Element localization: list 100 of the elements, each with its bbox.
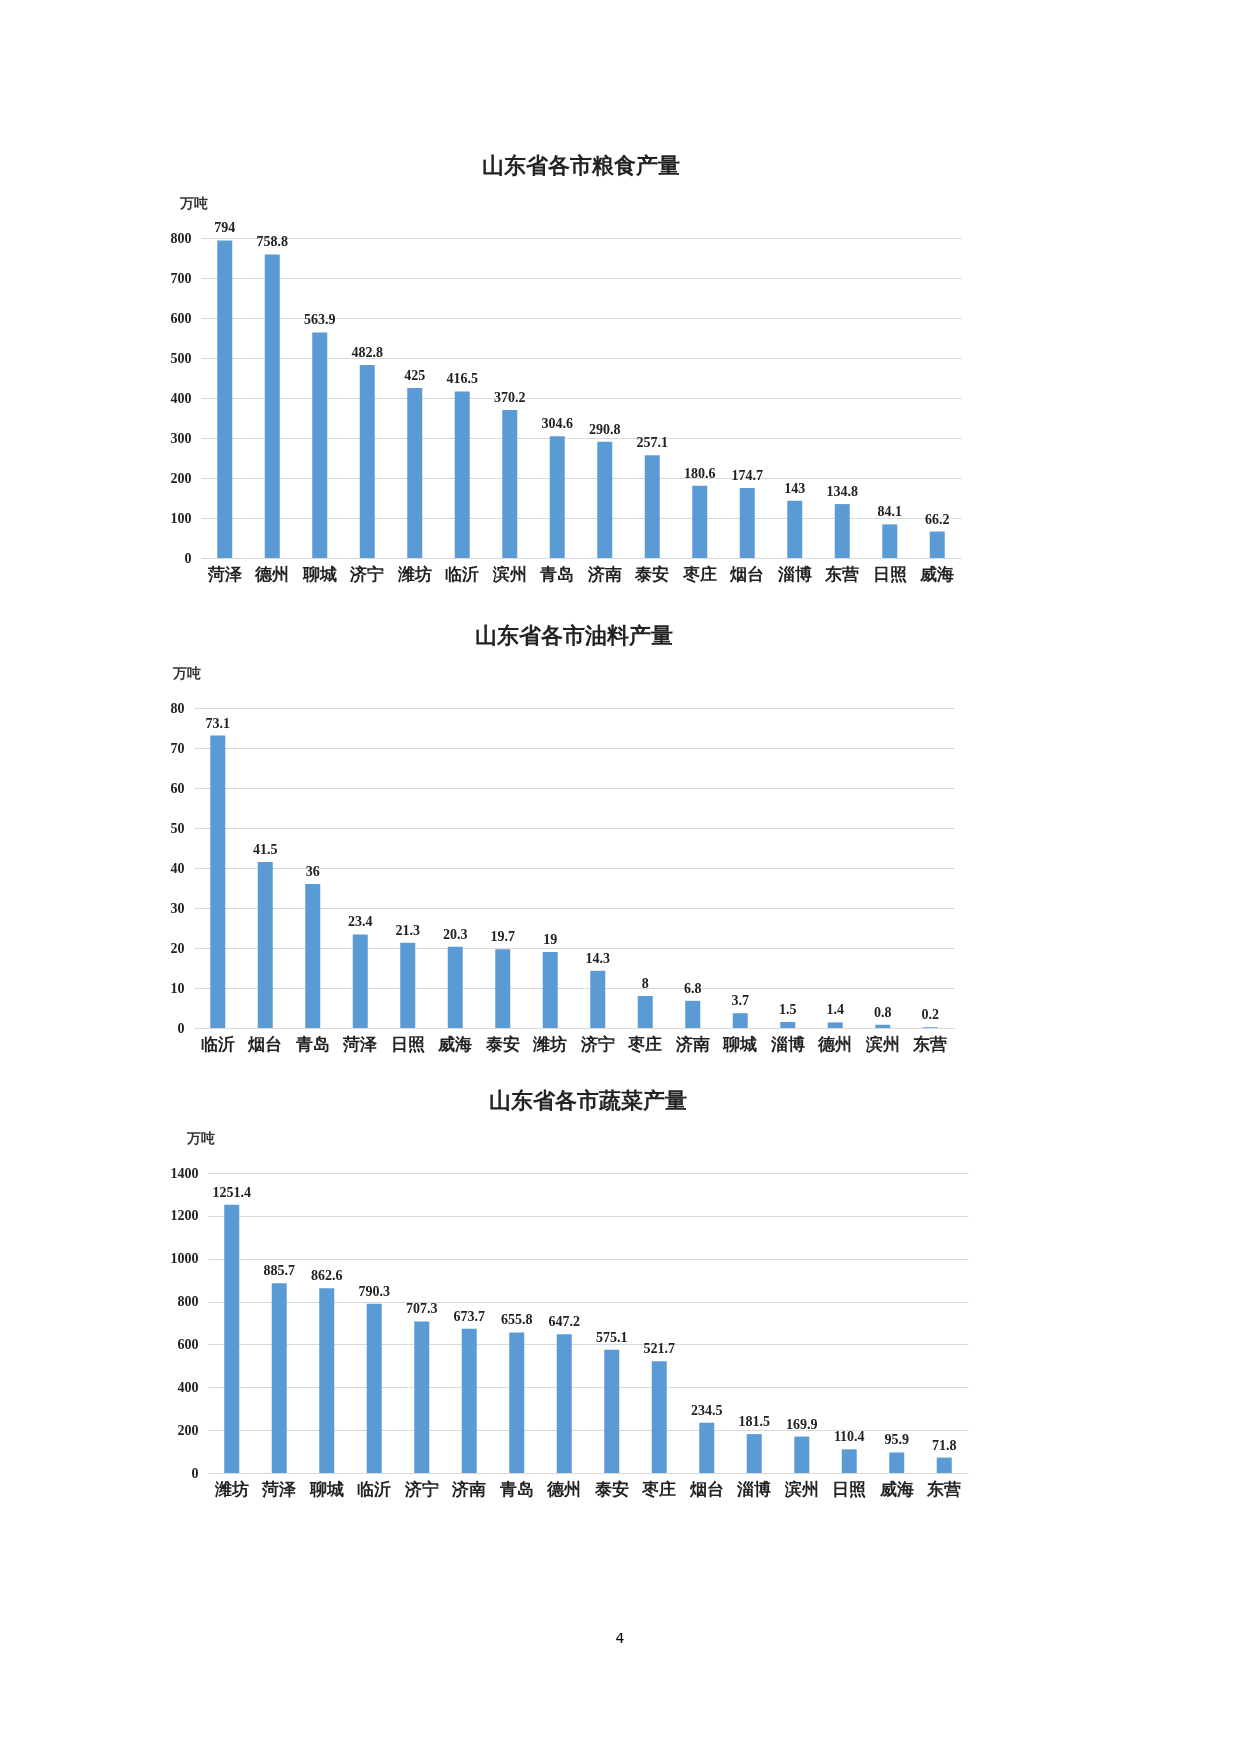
- y-tick-label: 1400: [170, 1165, 199, 1181]
- data-label: 169.9: [786, 1416, 818, 1432]
- y-tick-label: 1000: [170, 1251, 199, 1267]
- x-tick-label: 临沂: [357, 1479, 392, 1499]
- bar: [352, 934, 368, 1028]
- data-label: 885.7: [263, 1263, 295, 1279]
- x-tick-label: 烟台: [729, 564, 765, 584]
- data-label: 71.8: [932, 1437, 957, 1453]
- bar: [875, 1024, 891, 1028]
- bar: [319, 1288, 335, 1473]
- bar: [590, 970, 606, 1028]
- x-tick-label: 潍坊: [532, 1034, 568, 1054]
- bar: [400, 942, 416, 1028]
- data-label: 647.2: [548, 1314, 580, 1330]
- x-tick-label: 菏泽: [206, 564, 243, 584]
- data-label: 110.4: [833, 1429, 865, 1445]
- x-tick-label: 枣庄: [681, 564, 717, 584]
- y-tick-label: 50: [170, 820, 185, 836]
- data-label: 41.5: [253, 842, 278, 857]
- x-tick-label: 烟台: [247, 1034, 283, 1054]
- data-label: 19.7: [490, 929, 515, 945]
- bar: [210, 735, 226, 1028]
- data-label: 563.9: [304, 312, 336, 328]
- y-tick-label: 800: [177, 1294, 199, 1310]
- bar: [502, 409, 518, 558]
- x-tick-label: 东营: [824, 564, 860, 584]
- y-tick-label: 30: [170, 900, 185, 916]
- x-tick-label: 日照: [390, 1034, 425, 1054]
- x-tick-label: 临沂: [445, 564, 480, 584]
- bar: [257, 862, 273, 1028]
- y-tick-label: 200: [177, 1422, 199, 1438]
- y-tick-label: 400: [170, 390, 192, 406]
- x-tick-label: 临沂: [200, 1034, 235, 1054]
- bar: [651, 1361, 667, 1473]
- y-tick-label: 40: [170, 860, 185, 876]
- y-axis-title: 万吨: [185, 1130, 215, 1146]
- x-tick-label: 菏泽: [342, 1034, 379, 1054]
- data-label: 257.1: [636, 435, 668, 451]
- data-label: 1.5: [779, 1002, 797, 1017]
- x-tick-label: 青岛: [539, 564, 575, 584]
- data-label: 370.2: [494, 389, 526, 405]
- bar: [787, 500, 803, 558]
- data-label: 73.1: [205, 715, 230, 731]
- y-tick-label: 70: [170, 740, 185, 756]
- bar: [637, 996, 653, 1028]
- y-tick-label: 80: [170, 700, 185, 716]
- bar: [312, 332, 328, 558]
- x-tick-label: 淄博: [769, 1034, 805, 1054]
- x-tick-label: 聊城: [308, 1479, 344, 1499]
- data-label: 521.7: [643, 1341, 675, 1357]
- x-tick-label: 潍坊: [213, 1479, 249, 1499]
- data-label: 1.4: [826, 1002, 844, 1018]
- data-label: 181.5: [738, 1414, 770, 1430]
- x-tick-label: 烟台: [688, 1479, 724, 1499]
- x-tick-label: 德州: [817, 1034, 853, 1054]
- bar: [889, 1452, 905, 1473]
- chart-title: 山东省各市蔬菜产量: [489, 1088, 687, 1113]
- data-label: 0.8: [874, 1004, 892, 1020]
- x-tick-label: 潍坊: [396, 564, 432, 584]
- bar: [936, 1457, 952, 1473]
- y-tick-label: 400: [177, 1379, 199, 1395]
- x-tick-label: 济南: [451, 1479, 487, 1499]
- data-label: 84.1: [877, 504, 902, 520]
- y-tick-label: 300: [170, 430, 192, 446]
- bar: [542, 952, 558, 1028]
- data-label: 304.6: [541, 416, 573, 432]
- bar: [929, 531, 945, 558]
- bar: [447, 946, 463, 1028]
- bar: [834, 504, 850, 558]
- x-tick-label: 东营: [926, 1479, 962, 1499]
- x-tick-label: 枣庄: [641, 1479, 677, 1499]
- bar: [685, 1000, 701, 1028]
- x-tick-label: 淄博: [736, 1479, 772, 1499]
- data-label: 6.8: [684, 980, 702, 996]
- data-label: 14.3: [585, 950, 610, 966]
- x-tick-label: 青岛: [294, 1034, 330, 1054]
- bar: [794, 1436, 810, 1473]
- data-label: 290.8: [589, 421, 621, 437]
- x-tick-label: 威海: [919, 564, 955, 584]
- bar: [366, 1303, 382, 1473]
- bar: [224, 1204, 240, 1473]
- y-axis-title: 万吨: [178, 195, 208, 211]
- bar: [882, 524, 898, 558]
- bar: [414, 1321, 430, 1473]
- data-label: 21.3: [395, 922, 420, 938]
- x-tick-label: 济宁: [579, 1034, 615, 1054]
- x-tick-label: 日照: [872, 564, 907, 584]
- data-label: 174.7: [731, 468, 763, 484]
- bar: [780, 1022, 796, 1028]
- data-label: 1251.4: [212, 1184, 251, 1200]
- data-label: 425: [404, 368, 426, 383]
- x-tick-label: 泰安: [593, 1479, 629, 1499]
- bar: [699, 1422, 715, 1473]
- x-tick-label: 东营: [912, 1034, 948, 1054]
- data-label: 655.8: [501, 1312, 533, 1328]
- data-label: 790.3: [358, 1283, 390, 1299]
- x-tick-label: 聊城: [722, 1034, 758, 1054]
- data-label: 862.6: [311, 1268, 343, 1284]
- x-tick-label: 济宁: [403, 1479, 439, 1499]
- data-label: 707.3: [406, 1301, 438, 1317]
